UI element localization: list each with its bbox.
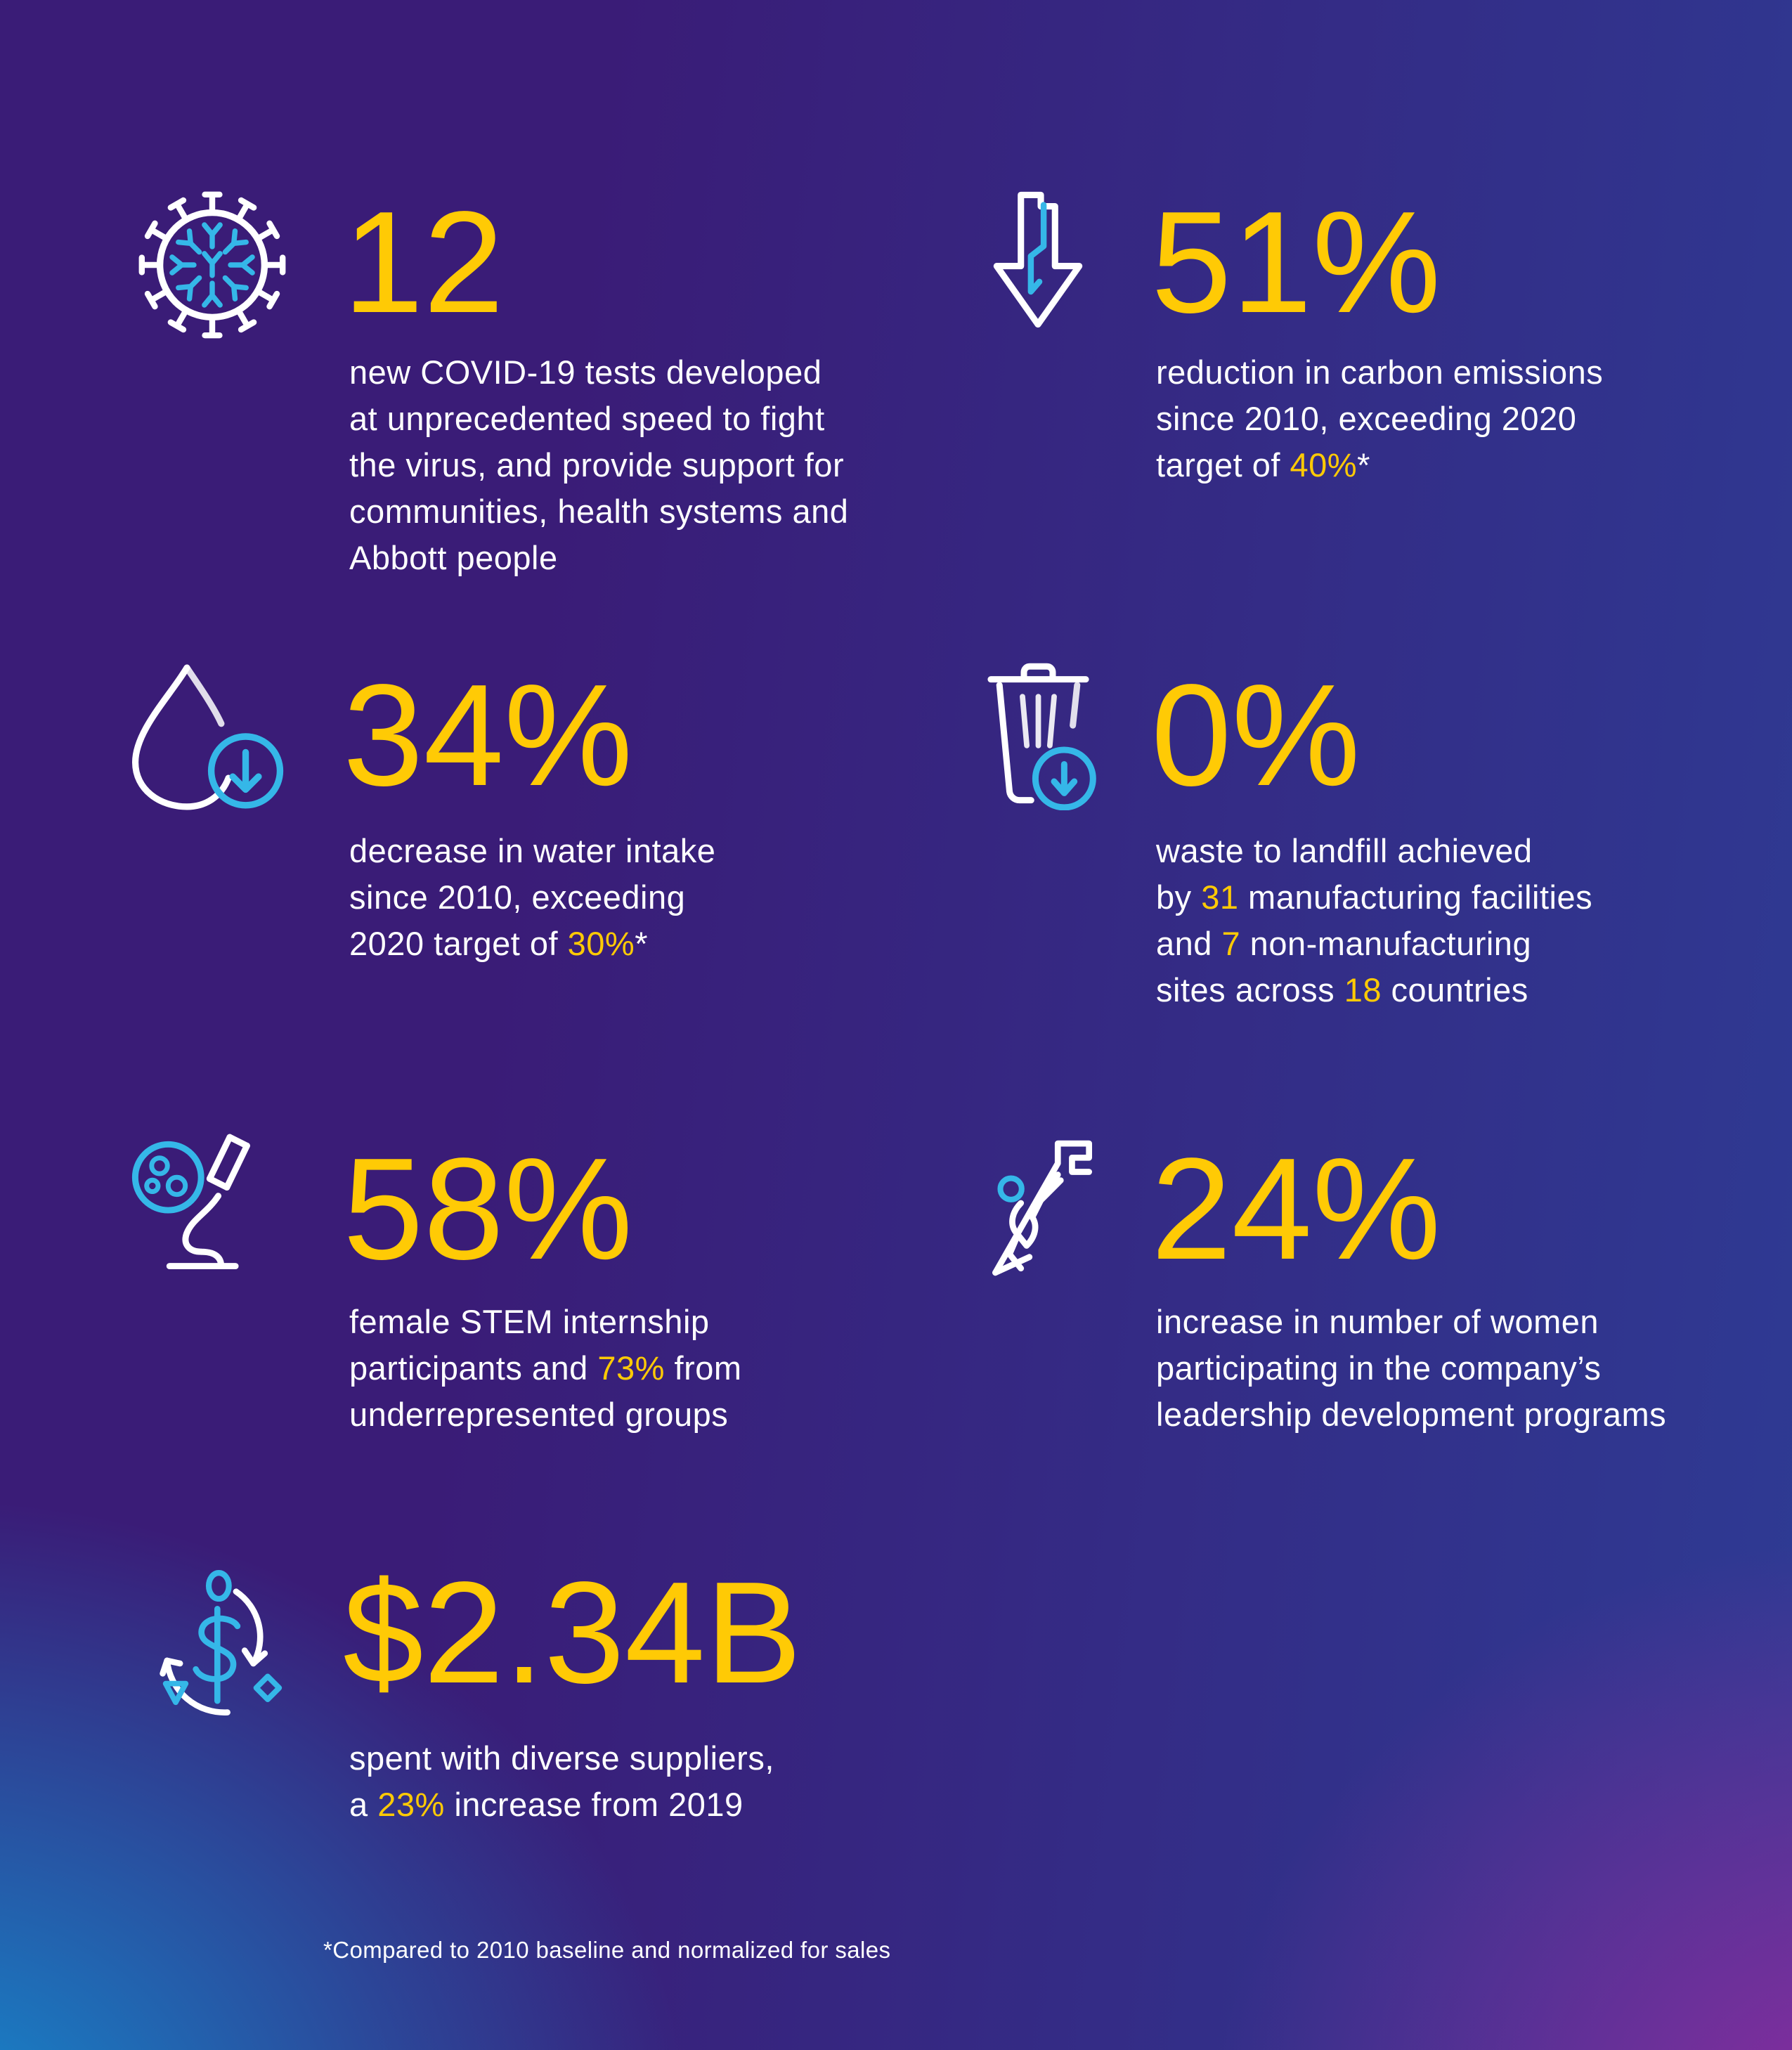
arrow-down-lightning-icon [978, 188, 1098, 332]
virus-icon [125, 178, 299, 352]
stat-desc: increase in number of women participatin… [1156, 1303, 1667, 1433]
stat-value: 58% [343, 1128, 633, 1290]
stat-desc: new COVID-19 tests developed at unpreced… [349, 353, 849, 576]
trash-can-decrease-icon [973, 659, 1103, 810]
stat-desc: waste to landfill achieved by 31 manufac… [1156, 832, 1593, 1008]
stat-value: 24% [1151, 1128, 1441, 1290]
water-drop-decrease-icon [121, 662, 293, 811]
stat-value: 12 [343, 181, 505, 343]
stat-desc: decrease in water intake since 2010, exc… [349, 832, 716, 962]
climber-icon [978, 1135, 1099, 1284]
stat-value: 51% [1151, 181, 1441, 343]
footnote: *Compared to 2010 baseline and normalize… [323, 1937, 891, 1963]
stat-value: $2.34B [343, 1552, 802, 1713]
stat-desc: reduction in carbon emissions since 2010… [1156, 353, 1604, 484]
stat-value: 34% [343, 654, 633, 816]
microscope-icon [121, 1133, 307, 1282]
stat-value: 0% [1151, 654, 1361, 816]
dollar-cycle-icon [144, 1569, 302, 1727]
stat-desc: spent with diverse suppliers, a 23% incr… [349, 1739, 774, 1823]
stat-desc: female STEM internship participants and … [349, 1303, 742, 1433]
